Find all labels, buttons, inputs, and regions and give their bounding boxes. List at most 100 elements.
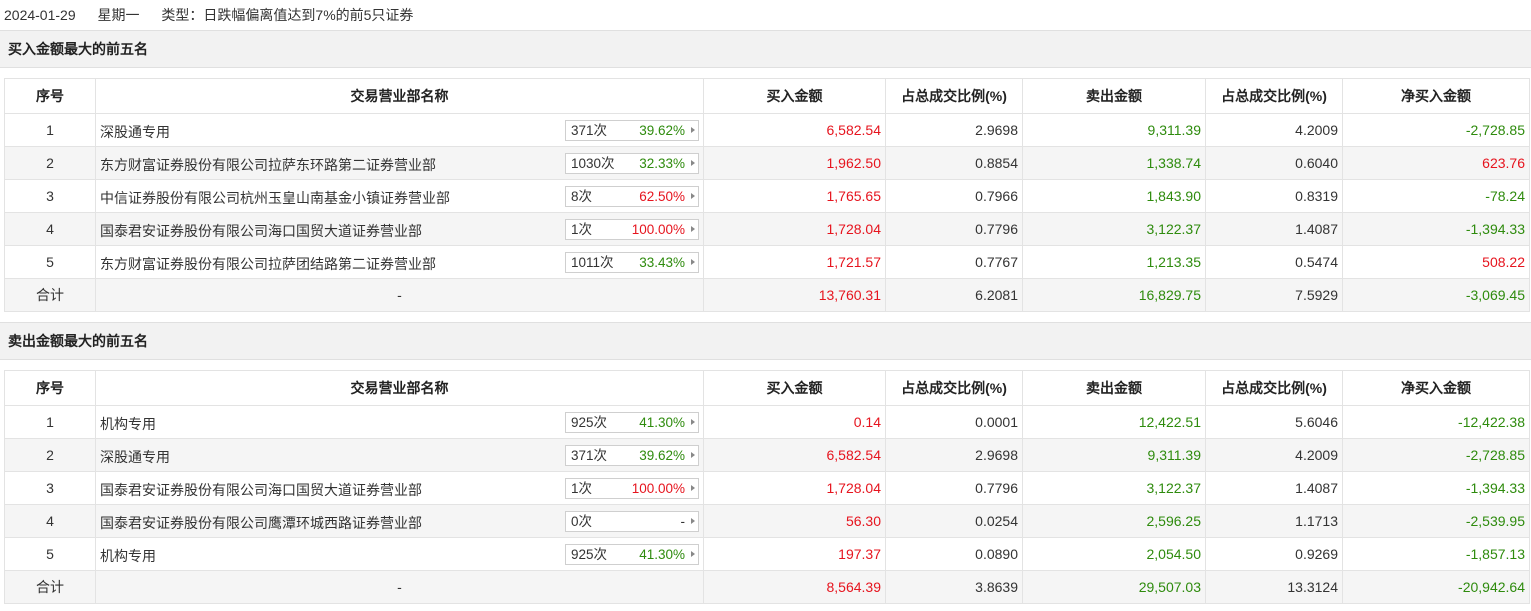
buy-ratio-cell: 0.7767 <box>885 245 1023 279</box>
sell-ratio-cell: 0.6040 <box>1205 146 1343 180</box>
win-rate: 100.00% <box>631 481 685 496</box>
total-branch-placeholder: - <box>95 570 704 604</box>
total-net-amount: -20,942.64 <box>1342 570 1530 604</box>
branch-stats-toggle[interactable]: 0次 - <box>565 511 699 532</box>
col-buy-amount: 买入金额 <box>703 78 886 114</box>
col-branch-name: 交易营业部名称 <box>95 78 704 114</box>
branch-stats-toggle[interactable]: 371次 39.62% <box>565 120 699 141</box>
caret-right-icon <box>691 259 695 265</box>
branch-cell: 东方财富证券股份有限公司拉萨团结路第二证券营业部 1011次 33.43% <box>95 245 704 279</box>
buy-amount-cell: 1,765.65 <box>703 179 886 213</box>
rank-cell: 5 <box>4 245 96 279</box>
sell-ratio-cell: 1.1713 <box>1205 504 1343 538</box>
table-row: 5 东方财富证券股份有限公司拉萨团结路第二证券营业部 1011次 33.43% 1,72… <box>4 245 1530 279</box>
total-sell-amount: 29,507.03 <box>1022 570 1206 604</box>
appearance-count: 371次 <box>571 448 608 463</box>
branch-stats-toggle[interactable]: 925次 41.30% <box>565 544 699 565</box>
sell-amount-cell: 1,843.90 <box>1022 179 1206 213</box>
rank-cell: 1 <box>4 405 96 439</box>
total-net-amount: -3,069.45 <box>1342 278 1530 312</box>
total-buy-ratio: 3.8639 <box>885 570 1023 604</box>
caret-right-icon <box>691 551 695 557</box>
win-rate: 33.43% <box>639 255 685 270</box>
weekday: 星期一 <box>97 7 140 23</box>
total-sell-ratio: 13.3124 <box>1205 570 1343 604</box>
total-row: 合计 -8,564.39 3.8639 29,507.03 13.3124 -20,942… <box>4 570 1530 604</box>
buy-amount-cell: 1,721.57 <box>703 245 886 279</box>
rank-cell: 1 <box>4 113 96 147</box>
branch-name-link[interactable]: 东方财富证券股份有限公司拉萨东环路第二证券营业部 <box>100 157 436 173</box>
branch-cell: 机构专用 925次 41.30% <box>95 537 704 571</box>
branch-name-link[interactable]: 东方财富证券股份有限公司拉萨团结路第二证券营业部 <box>100 256 436 272</box>
sell-ratio-cell: 0.5474 <box>1205 245 1343 279</box>
branch-name-link[interactable]: 国泰君安证券股份有限公司鹰潭环城西路证券营业部 <box>100 515 422 531</box>
col-rank: 序号 <box>4 78 96 114</box>
branch-stats-toggle[interactable]: 371次 39.62% <box>565 445 699 466</box>
branch-name-link[interactable]: 机构专用 <box>100 416 156 432</box>
table-header-row: 序号 交易营业部名称 买入金额 占总成交比例(%) 卖出金额 占总成交比例(%)… <box>4 78 1530 114</box>
col-rank: 序号 <box>4 370 96 406</box>
win-rate: 32.33% <box>639 156 685 171</box>
net-amount-cell: -2,539.95 <box>1342 504 1530 538</box>
table-row: 4 国泰君安证券股份有限公司鹰潭环城西路证券营业部 0次 - 56.30 0.0254 2,… <box>4 504 1530 538</box>
buy-ratio-cell: 0.8854 <box>885 146 1023 180</box>
total-buy-amount: 13,760.31 <box>703 278 886 312</box>
trade-date: 2024-01-29 <box>4 7 76 23</box>
branch-cell: 深股通专用 371次 39.62% <box>95 438 704 472</box>
total-branch-placeholder: - <box>95 278 704 312</box>
win-rate: 39.62% <box>639 448 685 463</box>
branch-stats-toggle[interactable]: 1次 100.00% <box>565 478 699 499</box>
branch-name-link[interactable]: 中信证券股份有限公司杭州玉皇山南基金小镇证券营业部 <box>100 190 450 206</box>
win-rate: 41.30% <box>639 415 685 430</box>
header-bar: 2024-01-29 星期一 类型：日跌幅偏离值达到7%的前5只证券 <box>0 0 1531 30</box>
net-amount-cell: -12,422.38 <box>1342 405 1530 439</box>
branch-stats-toggle[interactable]: 925次 41.30% <box>565 412 699 433</box>
table-row: 2 东方财富证券股份有限公司拉萨东环路第二证券营业部 1030次 32.33% 1,96… <box>4 146 1530 180</box>
buy-amount-cell: 0.14 <box>703 405 886 439</box>
buy-ratio-cell: 0.7966 <box>885 179 1023 213</box>
branch-cell: 深股通专用 371次 39.62% <box>95 113 704 147</box>
sell-amount-cell: 2,596.25 <box>1022 504 1206 538</box>
sell-ratio-cell: 4.2009 <box>1205 438 1343 472</box>
win-rate: - <box>680 514 686 529</box>
branch-name-link[interactable]: 国泰君安证券股份有限公司海口国贸大道证券营业部 <box>100 482 422 498</box>
branch-name-link[interactable]: 国泰君安证券股份有限公司海口国贸大道证券营业部 <box>100 223 422 239</box>
col-buy-amount: 买入金额 <box>703 370 886 406</box>
net-amount-cell: -2,728.85 <box>1342 438 1530 472</box>
table-header-row: 序号 交易营业部名称 买入金额 占总成交比例(%) 卖出金额 占总成交比例(%)… <box>4 370 1530 406</box>
buy-amount-cell: 1,728.04 <box>703 212 886 246</box>
sell-amount-cell: 1,213.35 <box>1022 245 1206 279</box>
total-buy-ratio: 6.2081 <box>885 278 1023 312</box>
col-sell-ratio: 占总成交比例(%) <box>1205 78 1343 114</box>
rank-cell: 2 <box>4 146 96 180</box>
col-sell-ratio: 占总成交比例(%) <box>1205 370 1343 406</box>
caret-right-icon <box>691 160 695 166</box>
caret-right-icon <box>691 485 695 491</box>
branch-name-link[interactable]: 深股通专用 <box>100 449 170 465</box>
rank-cell: 2 <box>4 438 96 472</box>
list-type: 类型：日跌幅偏离值达到7%的前5只证券 <box>161 7 414 23</box>
branch-cell: 国泰君安证券股份有限公司鹰潭环城西路证券营业部 0次 - <box>95 504 704 538</box>
win-rate: 41.30% <box>639 547 685 562</box>
net-amount-cell: 623.76 <box>1342 146 1530 180</box>
rank-cell: 4 <box>4 504 96 538</box>
col-net-amount: 净买入金额 <box>1342 78 1530 114</box>
buy-amount-cell: 1,728.04 <box>703 471 886 505</box>
table-row: 1 机构专用 925次 41.30% 0.14 0.0001 12,422.51 5.6046… <box>4 405 1530 439</box>
buy-ratio-cell: 0.7796 <box>885 471 1023 505</box>
col-buy-ratio: 占总成交比例(%) <box>885 78 1023 114</box>
branch-stats-toggle[interactable]: 1次 100.00% <box>565 219 699 240</box>
branch-stats-toggle[interactable]: 8次 62.50% <box>565 186 699 207</box>
branch-stats-toggle[interactable]: 1030次 32.33% <box>565 153 699 174</box>
table-row: 1 深股通专用 371次 39.62% 6,582.54 2.9698 9,311.39 4.… <box>4 113 1530 147</box>
appearance-count: 925次 <box>571 547 608 562</box>
branch-name-link[interactable]: 机构专用 <box>100 548 156 564</box>
buy-amount-cell: 6,582.54 <box>703 438 886 472</box>
sell-ratio-cell: 5.6046 <box>1205 405 1343 439</box>
branch-name-link[interactable]: 深股通专用 <box>100 124 170 140</box>
net-amount-cell: -1,394.33 <box>1342 471 1530 505</box>
rank-cell: 4 <box>4 212 96 246</box>
total-row: 合计 -13,760.31 6.2081 16,829.75 7.5929 -3,069.… <box>4 278 1530 312</box>
sell-section-title: 卖出金额最大的前五名 <box>0 322 1531 360</box>
branch-stats-toggle[interactable]: 1011次 33.43% <box>565 252 699 273</box>
